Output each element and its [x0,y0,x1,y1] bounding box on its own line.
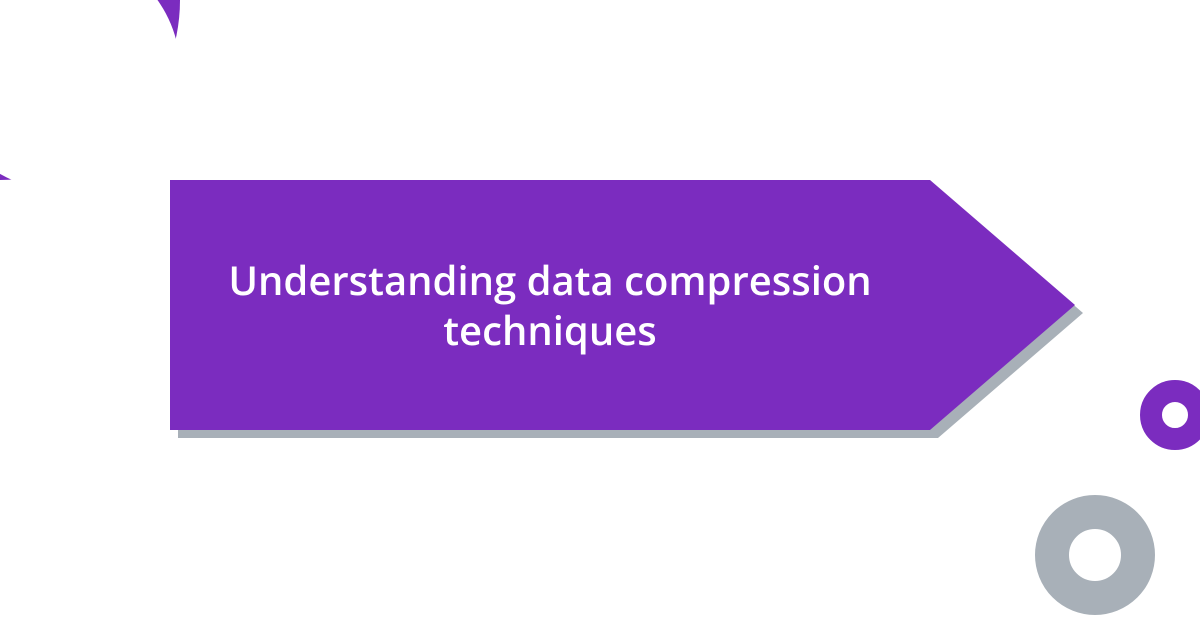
slide-canvas: Understanding data compression technique… [0,0,1200,630]
slide-title: Understanding data compression technique… [190,180,910,430]
ring-accent-gray [1035,495,1155,615]
